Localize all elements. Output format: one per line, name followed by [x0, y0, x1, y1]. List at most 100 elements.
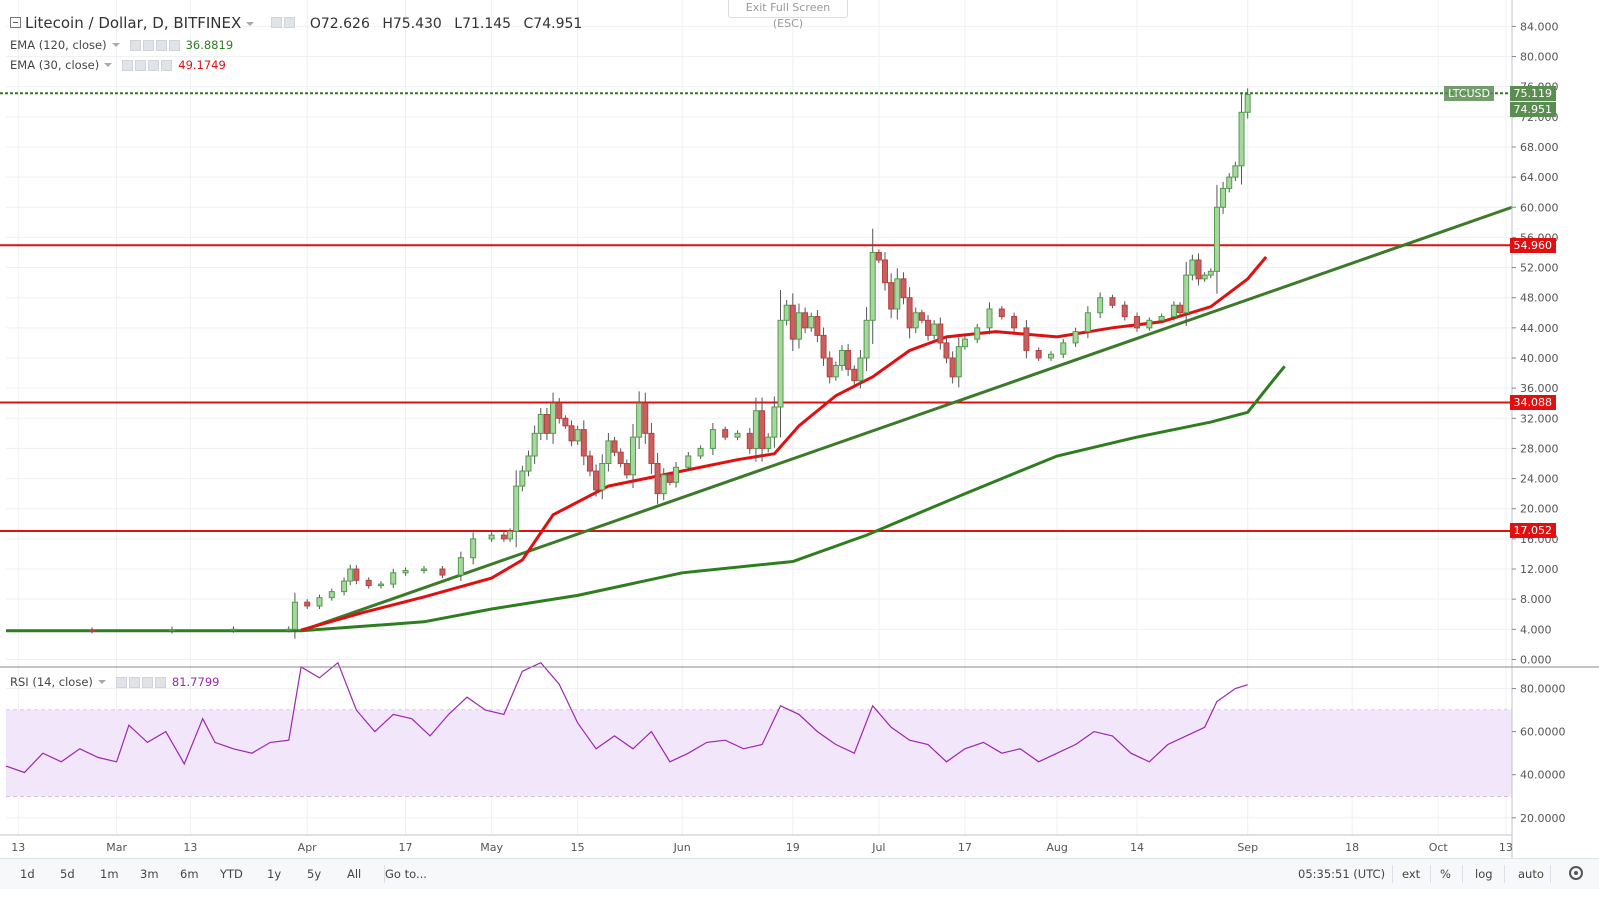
- settings-icon[interactable]: [142, 39, 154, 51]
- chart-canvas[interactable]: 84.00080.00076.00072.00068.00064.00060.0…: [0, 0, 1599, 858]
- range-button-all[interactable]: All: [347, 867, 362, 881]
- candle-body: [808, 316, 815, 329]
- rsi-line: [5, 661, 1248, 774]
- candle-body: [986, 308, 993, 329]
- ext-toggle[interactable]: ext: [1402, 867, 1421, 881]
- candle-body: [593, 470, 600, 491]
- candle-body: [894, 278, 901, 310]
- time-tick-label: Oct: [1429, 841, 1449, 854]
- candle-body: [759, 410, 766, 449]
- eye-icon[interactable]: [115, 676, 127, 688]
- candle-body: [599, 463, 606, 491]
- close-icon[interactable]: [154, 676, 166, 688]
- ema-120-legend: EMA (120, close) 36.8819: [10, 38, 233, 52]
- divider: [1504, 865, 1505, 883]
- price-axis-ticks[interactable]: 84.00080.00076.00072.00068.00064.00060.0…: [1512, 20, 1559, 666]
- candle-body: [642, 402, 649, 434]
- candle-body: [525, 455, 532, 472]
- candle-body: [771, 406, 778, 438]
- ema-120-label[interactable]: EMA (120, close): [10, 38, 107, 52]
- candle-body: [488, 534, 495, 540]
- settings-icon[interactable]: [135, 59, 147, 71]
- candle-body: [1023, 327, 1030, 351]
- range-button-1y[interactable]: 1y: [267, 867, 282, 881]
- range-button-3m[interactable]: 3m: [140, 867, 159, 881]
- collapse-icon[interactable]: [10, 17, 21, 28]
- range-button-5y[interactable]: 5y: [307, 867, 322, 881]
- candle-body: [1201, 274, 1208, 280]
- range-button-1d[interactable]: 1d: [20, 867, 35, 881]
- candle-body: [765, 436, 772, 449]
- range-button-ytd[interactable]: YTD: [220, 867, 243, 881]
- add-icon[interactable]: [141, 676, 153, 688]
- candle-body: [869, 251, 876, 321]
- gear-icon[interactable]: [1569, 866, 1583, 880]
- settings-icon[interactable]: [128, 676, 140, 688]
- price-tick-label: 80.000: [1520, 51, 1559, 64]
- horizontal-lines[interactable]: [0, 92, 1512, 532]
- candle-body: [1170, 304, 1177, 318]
- price-label-last: 74.951: [1509, 101, 1556, 117]
- candle-body: [802, 312, 809, 329]
- time-tick-label: 19: [786, 841, 800, 854]
- symbol-title[interactable]: Litecoin / Dollar, D, BITFINEX: [25, 14, 242, 32]
- price-tick-label: 36.000: [1520, 382, 1559, 395]
- ema-30-label[interactable]: EMA (30, close): [10, 58, 100, 72]
- rsi-tick-label: 60.0000: [1520, 726, 1566, 739]
- ohlc-values: O72.626 H75.430 L71.145 C74.951: [310, 16, 590, 32]
- price-label-r2: 34.088: [1509, 395, 1556, 411]
- log-toggle[interactable]: log: [1475, 867, 1493, 881]
- candle-body: [353, 568, 360, 581]
- settings-icon[interactable]: [284, 17, 296, 28]
- price-tick-label: 84.000: [1520, 20, 1559, 33]
- close-icon[interactable]: [161, 59, 173, 71]
- candle-body: [1207, 270, 1214, 276]
- candle-body: [906, 297, 913, 329]
- candle-body: [709, 429, 716, 449]
- add-icon[interactable]: [148, 59, 160, 71]
- chevron-down-icon[interactable]: [97, 680, 106, 684]
- chevron-down-icon[interactable]: [246, 21, 255, 26]
- price-tick-label: 64.000: [1520, 171, 1559, 184]
- candle-body: [574, 429, 581, 442]
- candle-body: [918, 312, 925, 321]
- chevron-down-icon[interactable]: [111, 43, 120, 47]
- goto-button[interactable]: Go to...: [385, 867, 427, 881]
- range-button-5d[interactable]: 5d: [60, 867, 75, 881]
- price-tick-label: 12.000: [1520, 563, 1559, 576]
- candle-body: [1084, 312, 1091, 333]
- trend-line[interactable]: [300, 205, 1513, 633]
- candle-body: [1195, 259, 1202, 280]
- candle-body: [1177, 304, 1184, 314]
- time-tick-label: 13: [183, 841, 197, 854]
- candle-body: [617, 451, 624, 465]
- add-icon[interactable]: [155, 39, 167, 51]
- close-icon[interactable]: [168, 39, 180, 51]
- candle-body: [1109, 297, 1116, 306]
- range-button-6m[interactable]: 6m: [180, 867, 199, 881]
- chevron-down-icon[interactable]: [104, 63, 113, 67]
- eye-icon[interactable]: [129, 39, 141, 51]
- percent-toggle[interactable]: %: [1440, 867, 1451, 881]
- ema-30-legend: EMA (30, close) 49.1749: [10, 58, 226, 72]
- candle-body: [1232, 165, 1239, 178]
- candle-body: [974, 327, 981, 340]
- price-tick-label: 60.000: [1520, 201, 1559, 214]
- utc-clock[interactable]: 05:35:51 (UTC): [1298, 867, 1386, 881]
- candle-body: [1035, 349, 1042, 359]
- candle-body: [820, 334, 827, 359]
- range-button-1m[interactable]: 1m: [100, 867, 119, 881]
- eye-icon[interactable]: [271, 17, 283, 28]
- auto-toggle[interactable]: auto: [1518, 867, 1544, 881]
- rsi-label[interactable]: RSI (14, close): [10, 675, 93, 689]
- candle-body: [636, 402, 643, 438]
- price-tick-label: 48.000: [1520, 292, 1559, 305]
- divider: [1462, 865, 1463, 883]
- time-axis-ticks[interactable]: 13 Mar 13 Apr 17 May 15 Jun 19 Jul 17 Aug 14 Sep 18 Oct…: [11, 841, 1513, 854]
- candle-body: [519, 470, 526, 487]
- time-tick-label: Jun: [673, 841, 691, 854]
- price-tick-label: 24.000: [1520, 473, 1559, 486]
- eye-icon[interactable]: [122, 59, 134, 71]
- exit-fullscreen-button[interactable]: Exit Full Screen (ESC): [728, 0, 848, 30]
- candle-body: [943, 342, 950, 359]
